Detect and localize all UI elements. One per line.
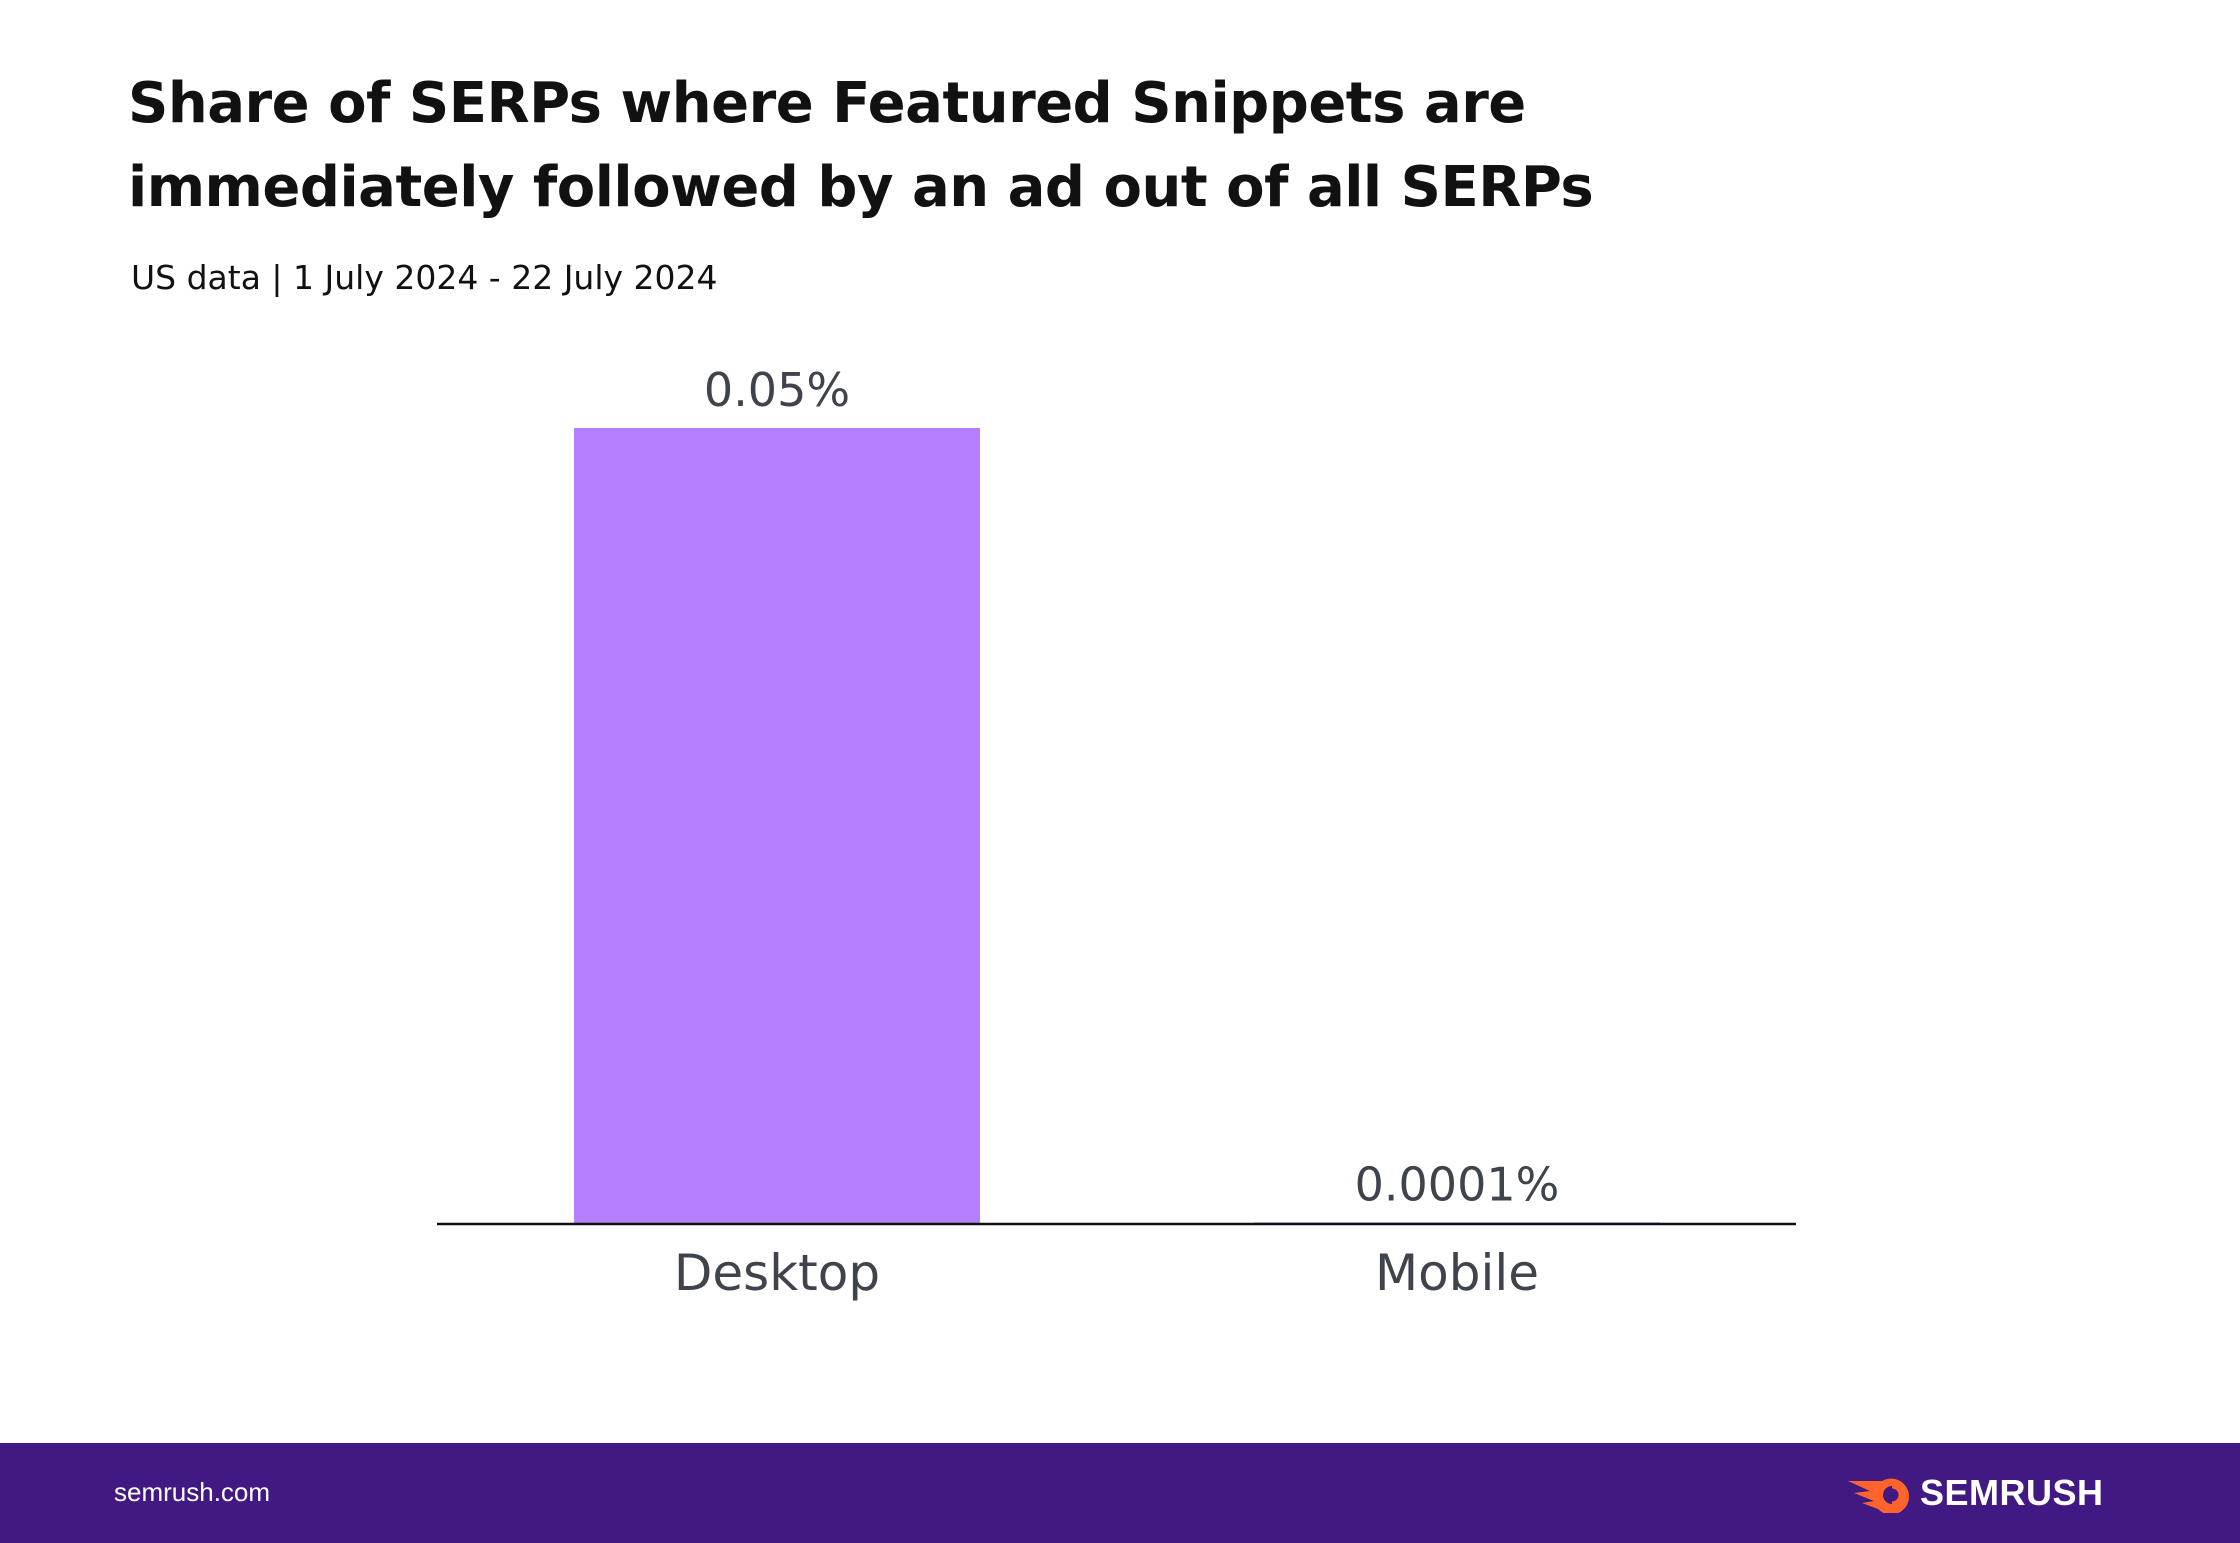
bar-chart: 0.05% Desktop 0.0001% Mobile	[437, 363, 1796, 1302]
chart-title: Share of SERPs where Featured Snippets a…	[128, 71, 1594, 220]
chart-subtitle: US data | 1 July 2024 - 22 July 2024	[131, 258, 718, 297]
semrush-logo: SEMRUSH	[1848, 1469, 2104, 1517]
x-tick-label: Mobile	[1375, 1244, 1539, 1302]
footer: semrush.com SEMRUSH	[0, 1443, 2240, 1543]
logo-text: SEMRUSH	[1920, 1472, 2104, 1513]
x-tick-label: Desktop	[674, 1244, 880, 1302]
data-label: 0.05%	[704, 363, 850, 417]
semrush-flame-icon	[1848, 1478, 1910, 1513]
site-link[interactable]: semrush.com	[114, 1477, 271, 1507]
bar-desktop	[574, 428, 980, 1224]
data-label: 0.0001%	[1355, 1157, 1560, 1211]
